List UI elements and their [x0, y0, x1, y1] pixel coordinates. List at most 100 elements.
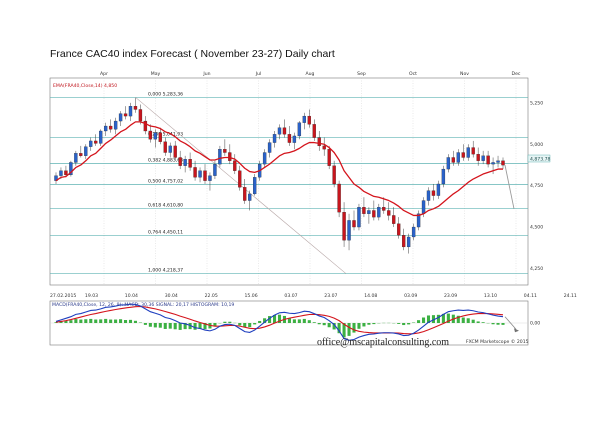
candle-body — [79, 153, 83, 156]
macd-histogram-bar — [99, 319, 103, 323]
candle-body — [233, 160, 237, 171]
current-price-tag — [527, 154, 551, 163]
candle-body — [89, 140, 93, 147]
macd-series-line — [55, 303, 504, 341]
macd-histogram-bar — [168, 323, 172, 329]
macd-histogram-bar — [317, 323, 321, 325]
candle-body — [302, 115, 306, 123]
candle-body — [143, 120, 148, 132]
candle-body — [466, 147, 470, 158]
macd-histogram-bar — [223, 321, 227, 323]
macd-histogram-bar — [84, 319, 88, 323]
candle-body — [307, 115, 311, 125]
candle-body — [158, 132, 162, 142]
signal-series-line — [55, 305, 504, 335]
macd-histogram-bar — [372, 323, 376, 325]
fib-level-label: 1,000 4,218,37 — [148, 268, 183, 274]
macd-forecast-arrow — [514, 328, 519, 333]
date-tick-label: 15.06 — [245, 293, 258, 299]
fib-label-bg — [146, 91, 190, 97]
macd-histogram-bar — [491, 323, 495, 325]
macd-histogram-bar — [119, 319, 123, 323]
date-axis: 27.02.2015 19.03 10.04 30.04 22.05 15.06 03.07… — [50, 293, 577, 299]
date-tick-label: 30.04 — [165, 293, 178, 299]
ema-line — [55, 121, 503, 217]
candle-body — [272, 134, 277, 143]
macd-histogram-bar — [198, 323, 202, 329]
candle-body — [138, 109, 143, 122]
candle-body — [481, 155, 485, 161]
month-label: Oct — [409, 71, 417, 77]
candle-body — [133, 106, 138, 110]
macd-histogram-bar — [426, 315, 431, 323]
fib-label-bg — [146, 267, 190, 274]
macd-histogram-bar — [466, 318, 470, 323]
fib-level-label: 0,764 4,450,11 — [148, 229, 183, 235]
macd-histogram-bar — [362, 323, 366, 327]
candle-body — [238, 170, 242, 188]
month-label: Apr — [100, 71, 108, 77]
candle-body — [397, 223, 401, 236]
macd-histogram-bar — [297, 319, 301, 323]
contact-email: office@mscapitalconsulting.com — [317, 337, 450, 348]
candle-body — [426, 190, 431, 201]
candle-body — [382, 207, 386, 211]
candle-body — [208, 175, 212, 181]
macd-forecast-path — [504, 316, 517, 330]
macd-histogram-bar — [501, 323, 505, 325]
copyright-note: FXCM Marketscope © 2015 — [466, 340, 529, 345]
candle-body — [253, 177, 257, 195]
candle-body — [213, 163, 217, 176]
candle-body — [446, 157, 451, 170]
macd-histogram-bar — [402, 323, 406, 326]
macd-histogram-bar — [337, 323, 341, 334]
date-tick-label: 24.11 — [564, 293, 577, 299]
candle-body — [84, 146, 88, 156]
candle-body — [387, 210, 391, 216]
candle-body — [193, 167, 197, 178]
price-tick-label: 5,000 — [530, 142, 543, 148]
fib-label-bg — [146, 202, 190, 209]
macd-histogram-bar — [332, 323, 336, 330]
candle-body — [228, 152, 232, 161]
macd-axis: 0,00 — [530, 321, 540, 327]
candle-body — [297, 122, 302, 137]
candle-body — [367, 210, 371, 214]
macd-histogram-bar — [441, 313, 445, 323]
candle-body — [471, 147, 475, 155]
month-label: Nov — [460, 71, 469, 77]
macd-histogram-bar — [407, 323, 411, 325]
price-tick-label: 4,750 — [530, 183, 543, 189]
macd-histogram-bar — [327, 323, 331, 328]
candle-body — [436, 183, 441, 196]
fibonacci-levels: 0,000 5,283,36 0,236 5,041,93 0,382 4,883,… — [50, 91, 528, 275]
date-tick-label: 23.07 — [324, 293, 337, 299]
current-price-marker: 4,873.78 — [527, 154, 551, 163]
candle-body — [218, 149, 222, 165]
macd-pane: MACD(FRA40,Close, 12, 26, 9): MACD: 30,3… — [49, 300, 540, 346]
candle-body — [362, 207, 366, 214]
macd-histogram-bar — [446, 313, 450, 323]
candle-body — [441, 168, 446, 185]
month-label: Aug — [306, 71, 315, 77]
macd-histogram-bar — [307, 320, 311, 323]
ema-series-line — [55, 121, 503, 217]
candle-body — [377, 207, 381, 218]
macd-histogram-bar — [342, 323, 346, 338]
price-tick-label: 4,250 — [530, 266, 543, 272]
macd-histogram-bar — [128, 319, 133, 323]
macd-histogram-bar — [287, 318, 291, 323]
macd-histogram-bar — [476, 321, 480, 323]
fib-label-bg — [146, 178, 190, 184]
macd-histogram-bar — [148, 323, 152, 327]
macd-histogram-bar — [59, 321, 63, 323]
macd-histogram-bar — [397, 323, 401, 324]
macd-histogram-bar — [114, 319, 118, 323]
candle-body — [501, 160, 505, 166]
candle-body — [128, 106, 133, 117]
macd-histogram-bar — [64, 320, 68, 323]
candle-body — [312, 124, 316, 138]
date-tick-label: 19.03 — [85, 293, 98, 299]
date-tick-label: 23.09 — [444, 293, 457, 299]
